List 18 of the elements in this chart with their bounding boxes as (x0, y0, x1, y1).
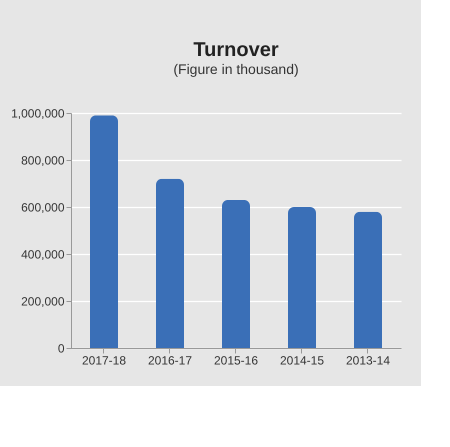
chart-subtitle: (Figure in thousand) (173, 61, 299, 77)
y-tick-label: 1,000,000 (11, 106, 65, 120)
x-tick-label: 2013-14 (346, 354, 390, 368)
x-tick-label: 2014-15 (280, 354, 324, 368)
y-tick-label: 0 (58, 342, 65, 356)
x-tick-label: 2015-16 (214, 354, 258, 368)
bar (90, 115, 118, 348)
y-tick-label: 800,000 (21, 154, 65, 168)
y-tick-label: 400,000 (21, 248, 65, 262)
y-tick-label: 200,000 (21, 294, 65, 308)
bar (288, 207, 316, 348)
y-tick-label: 600,000 (21, 200, 65, 214)
bar (156, 178, 184, 348)
bar (222, 200, 250, 348)
chart-title: Turnover (193, 39, 279, 61)
x-tick-label: 2016-17 (148, 354, 192, 368)
bar (354, 212, 382, 348)
x-tick-label: 2017-18 (82, 354, 126, 368)
